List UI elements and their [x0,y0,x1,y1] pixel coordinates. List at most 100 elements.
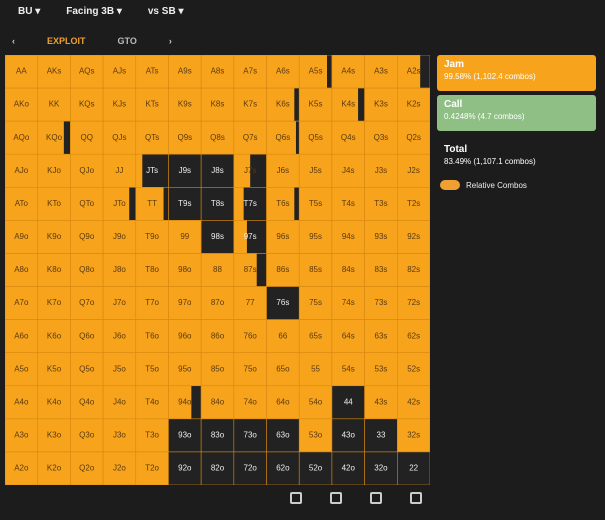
jam-fill [103,121,136,155]
toggle[interactable] [440,180,460,190]
jam-fill [135,418,169,452]
jam-fill [233,121,267,155]
jam-box[interactable]: Jam 99.58% (1,102.4 combos) [437,55,596,91]
hand-label: 82o [211,464,225,473]
hand-label: K9o [47,232,62,241]
jam-fill [266,319,300,353]
cell-bg [331,385,365,419]
position[interactable]: BU [18,6,40,17]
jam-fill [5,121,38,155]
hand-label: A7s [243,67,257,76]
jam-fill [5,385,38,419]
jam-fill [37,121,64,155]
jam-fill [201,385,234,419]
hand-label: T6o [145,331,159,340]
tab[interactable]: EXPLOIT [47,36,86,46]
jam-fill [397,352,430,386]
jam-fill [70,385,104,419]
prev[interactable]: ‹ [12,36,15,46]
jam-fill [70,319,104,353]
icon[interactable] [290,492,302,504]
jam-fill [266,154,300,188]
jam-fill [135,451,169,485]
cell-bg [266,286,300,320]
toolbar [290,492,422,504]
hand-label: T3s [374,199,387,208]
hand-label: Q7o [79,298,95,307]
jam-fill [331,121,365,155]
jam-fill [364,286,398,320]
hand-label: 87o [211,298,225,307]
jam-fill [103,352,136,386]
jam-fill [299,154,332,188]
hand-label: T8s [211,199,224,208]
icon[interactable] [370,492,382,504]
hand-label: TT [147,199,157,208]
jam-fill [103,418,136,452]
cell-bg [397,451,430,485]
jam-fill [397,154,430,188]
hand-label: 75o [244,364,258,373]
jam-fill [168,352,202,386]
hand-label: Q2o [79,464,95,473]
cell-bg [168,418,202,452]
hand-label: Q9s [177,133,192,142]
icon[interactable] [330,492,342,504]
cell-bg [168,451,202,485]
jam-fill [70,286,104,320]
hand-label: 63o [276,430,290,439]
hand-label: 53o [309,430,323,439]
cell-bg [266,418,300,452]
jam-fill [103,88,136,122]
hand-label: K6o [47,331,62,340]
hand-label: 77 [246,298,255,307]
jam-fill [37,187,71,221]
jam-fill [70,88,104,122]
hand-label: 32o [374,464,388,473]
hand-label: J5s [309,166,321,175]
hand-label: 96s [276,232,289,241]
jam-fill [168,253,202,287]
hand-label: K7o [47,298,62,307]
jam-fill [233,88,267,122]
jam-fill [135,121,169,155]
jam-fill [5,154,38,188]
hand-label: T9o [145,232,159,241]
tab[interactable]: GTO [117,36,137,46]
next[interactable]: › [168,36,172,46]
hand-label: 98s [211,232,224,241]
call-box[interactable]: Call 0.4248% (4.7 combos) [437,95,596,131]
hand-label: A9s [178,67,192,76]
jam-fill [103,220,136,254]
jam-fill [201,253,234,287]
cell-bg [233,418,267,452]
hand-label: T4s [342,199,355,208]
hand-label: J8o [113,265,126,274]
hand-label: J7o [113,298,126,307]
jam-fill [5,352,38,386]
hand-label: K3s [374,100,388,109]
jam-fill [37,154,71,188]
hand-label: JTo [113,199,126,208]
jam-fill [299,187,332,221]
total-detail: 83.49% (1,107.1 combos) [444,157,536,166]
jam-fill [70,253,104,287]
jam-fill [233,253,257,287]
hand-label: A8o [14,265,29,274]
jam-fill [397,187,430,221]
hand-label: KQs [79,100,95,109]
jam-fill [233,352,267,386]
hand-label: K7s [243,100,257,109]
hand-label: J7s [244,166,256,175]
hand-label: KQo [46,133,63,142]
hand-label: JJ [115,166,123,175]
opponent[interactable]: vs SB [148,6,184,17]
jam-fill [103,319,136,353]
action[interactable]: Facing 3B [66,6,122,17]
icon[interactable] [410,492,422,504]
hand-label: 85o [211,364,225,373]
hand-label: J8s [211,166,223,175]
hand-label: K5o [47,364,62,373]
hand-label: J4o [113,397,126,406]
